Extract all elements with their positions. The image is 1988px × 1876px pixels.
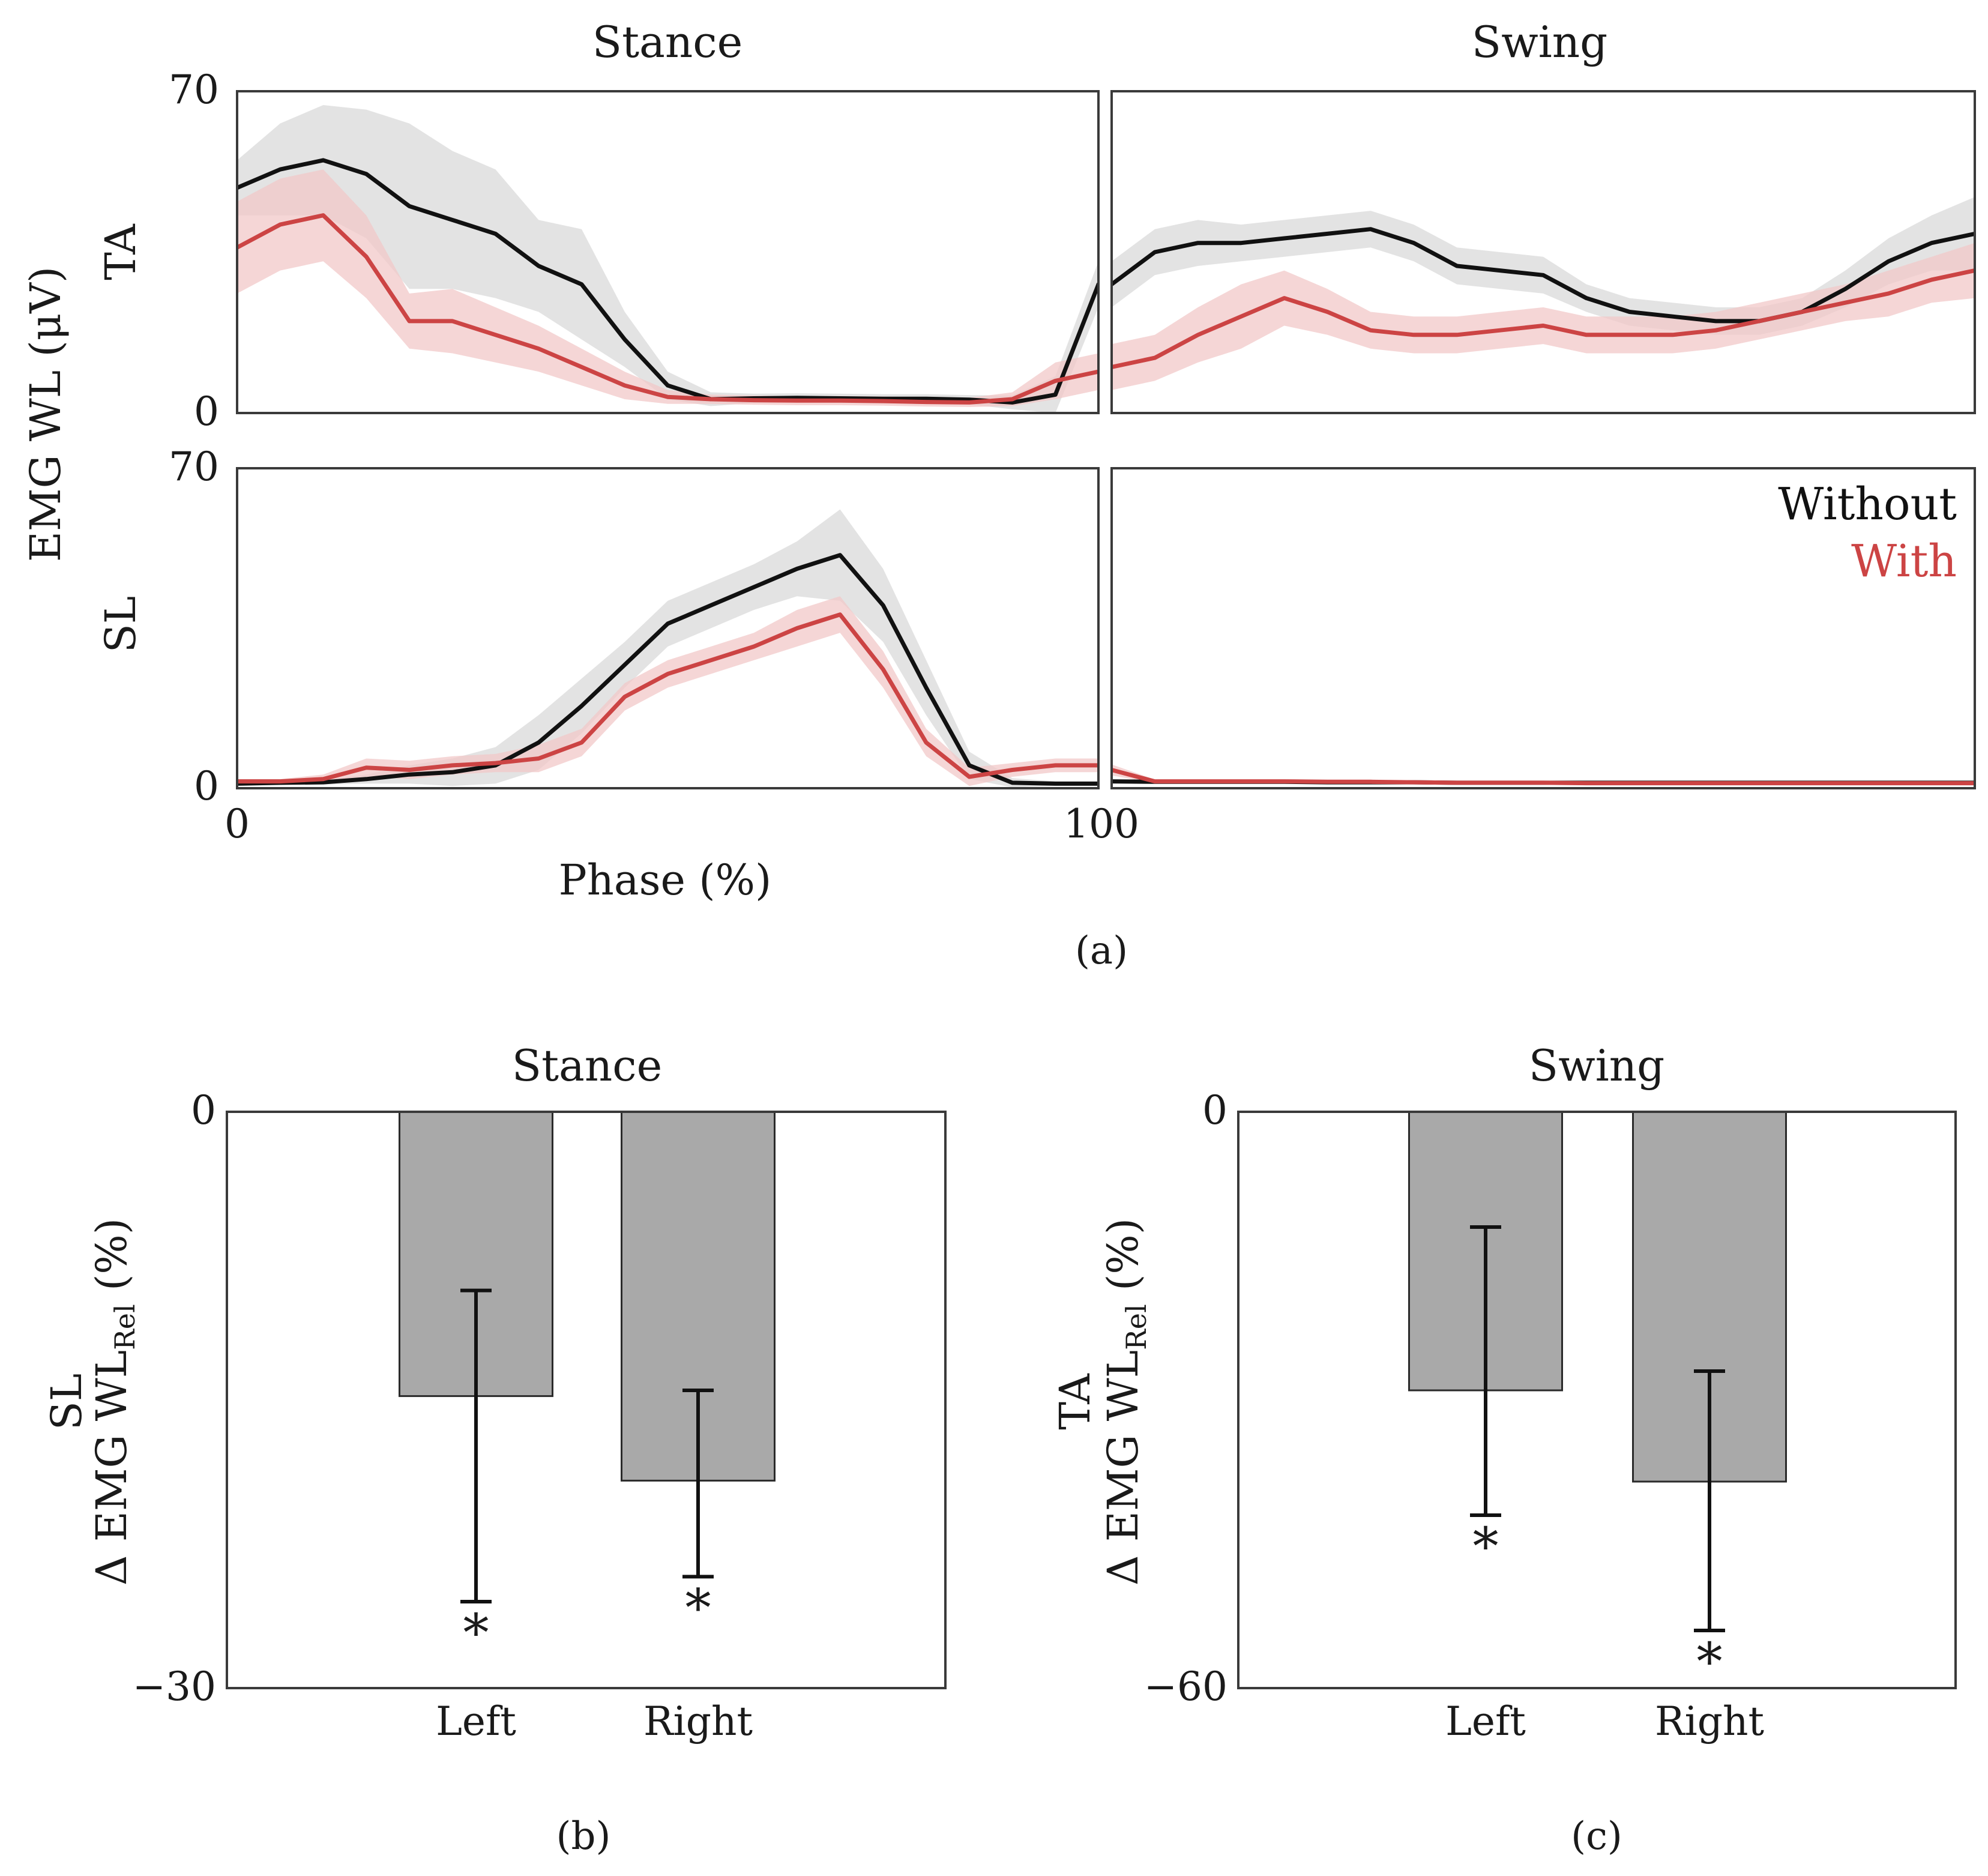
row-label-ta: TA (96, 223, 145, 280)
plot-area (237, 105, 1098, 413)
row-label-sl: SL (96, 596, 145, 653)
column-title-stance: Stance (592, 17, 743, 67)
plot-area (1112, 197, 1975, 390)
x-tick-b-left: Left (436, 1698, 516, 1745)
y-label-c-muscle: TA (1050, 1373, 1100, 1430)
y-tick-bottom-ta: 0 (194, 388, 219, 435)
plot-area (1112, 764, 1975, 786)
x-tick-100: 100 (1064, 801, 1139, 847)
x-tick-0: 0 (224, 801, 250, 847)
significance-marker-right: * (685, 1578, 711, 1638)
y-tick-c-bottom: −60 (1144, 1663, 1227, 1710)
significance-marker-right: * (1697, 1632, 1723, 1692)
significance-marker-left: * (463, 1603, 489, 1663)
plot-frame (1237, 1111, 1957, 1689)
sd-band-without (237, 509, 1098, 788)
series-line-with (1112, 768, 1975, 786)
plot-area (237, 509, 1098, 788)
plot-frame (1110, 90, 1976, 414)
legend-with: With (1851, 535, 1957, 587)
panel-b: Stance SL Δ EMG WLRel (%) 0 −30 * * Left … (42, 1040, 947, 1859)
plot-ta-stance (236, 90, 1100, 414)
plot-bar-b: * * (226, 1111, 947, 1689)
plot-background (1238, 1112, 1956, 1688)
plot-frame (236, 467, 1100, 789)
plot-frame (1110, 467, 1976, 789)
panel-label-b: (b) (556, 1814, 611, 1859)
x-tick-c-left: Left (1445, 1698, 1526, 1745)
column-title-swing: Swing (1472, 17, 1607, 67)
panel-label-c: (c) (1571, 1814, 1622, 1859)
bar-title-b: Stance (512, 1040, 663, 1091)
sd-band-with (237, 596, 1098, 786)
sd-band-with (1112, 243, 1975, 390)
y-tick-top-ta: 70 (169, 67, 219, 113)
series-line-with (1112, 268, 1975, 369)
plot-frame (226, 1111, 947, 1689)
y-label-c-main: Δ EMG WL (1098, 1350, 1148, 1585)
plot-sl-stance (236, 467, 1100, 789)
y-tick-top-sl: 70 (169, 444, 219, 490)
y-axis-label: EMG WL (μV) (21, 267, 70, 562)
y-tick-bottom-sl: 0 (194, 763, 219, 809)
y-label-b-unit: (%) (87, 1218, 136, 1304)
plot-ta-swing (1110, 90, 1976, 414)
significance-marker-left: * (1473, 1517, 1499, 1577)
plot-bar-c: ** (1237, 1111, 1957, 1692)
legend-without: Without (1778, 478, 1957, 530)
y-tick-b-bottom: −30 (133, 1663, 216, 1710)
y-label-c-unit: (%) (1098, 1218, 1148, 1304)
y-label-b-metric: Δ EMG WLRel (%) (87, 1218, 141, 1585)
sd-band-without (1112, 197, 1975, 335)
y-label-c-metric: Δ EMG WLRel (%) (1098, 1218, 1152, 1585)
x-axis-label: Phase (%) (559, 855, 772, 905)
plot-sl-swing (1110, 467, 1976, 789)
panel-a: Stance Swing EMG WL (μV) TA SL 70 0 70 0… (21, 17, 1976, 973)
x-tick-b-right: Right (643, 1698, 753, 1745)
y-tick-c-top: 0 (1202, 1087, 1227, 1133)
sd-band-with (237, 169, 1098, 407)
series-line-without (1112, 227, 1975, 324)
series-line-with (237, 213, 1098, 405)
y-label-c-sub: Rel (1120, 1304, 1152, 1350)
plot-frame (236, 90, 1100, 414)
bar-title-c: Swing (1529, 1040, 1664, 1091)
x-tick-c-right: Right (1655, 1698, 1764, 1745)
y-label-b-muscle: SL (42, 1374, 91, 1430)
y-label-b-main: Δ EMG WL (87, 1350, 136, 1585)
plot-background (227, 1112, 945, 1688)
sd-band-without (237, 105, 1098, 413)
series-line-with (237, 612, 1098, 784)
y-label-b-sub: Rel (109, 1304, 141, 1350)
series-line-without (237, 158, 1098, 405)
panel-label-a: (a) (1075, 929, 1128, 973)
panel-c: Swing TA Δ EMG WLRel (%) 0 −60 ** Left R… (1050, 1040, 1957, 1859)
y-tick-b-top: 0 (191, 1087, 216, 1133)
series-line-without (237, 553, 1098, 786)
